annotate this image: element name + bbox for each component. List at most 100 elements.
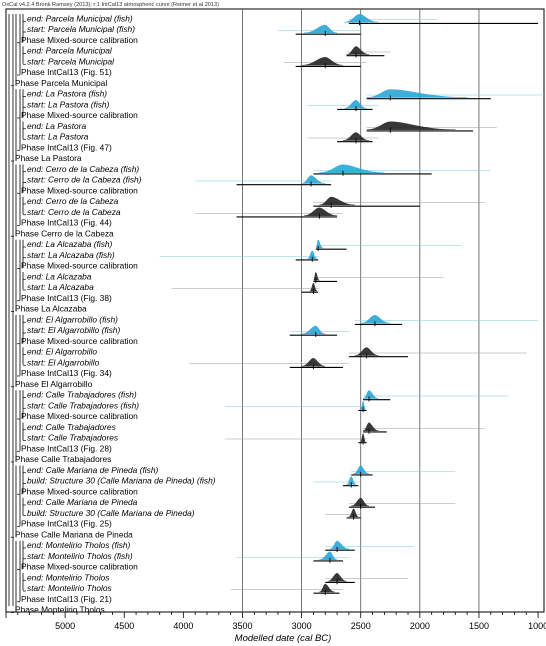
phase-label: Phase Mixed-source calibration <box>21 486 138 496</box>
phase-label: Phase Cerro de la Cabeza <box>15 228 114 238</box>
x-axis-label: Modelled date (cal BC) <box>235 633 332 644</box>
posterior-distribution <box>360 433 366 442</box>
x-tick-label: 3000 <box>292 621 312 631</box>
phase-label: Phase Calle Mariana de Pineda <box>15 529 133 539</box>
event-label: end: Montelirio Tholos (fish) <box>27 540 131 550</box>
phase-brackets <box>8 14 24 612</box>
posterior-distribution <box>307 250 318 259</box>
x-tick-label: 4500 <box>114 621 134 631</box>
posterior-distribution <box>353 465 370 474</box>
posterior-distribution <box>319 164 385 173</box>
phase-label: Phase La Pastora <box>15 153 82 163</box>
event-label: start: Montelirio Tholos (fish) <box>27 551 133 561</box>
phase-label: Phase IntCal13 (Fig. 28) <box>21 443 112 453</box>
event-label: start: Parcela Municipal (fish) <box>27 24 135 34</box>
event-label: end: Calle Trabajadores <box>27 422 117 432</box>
chart-header: OxCal v4.2.4 Bronk Ramsey (2013); r:1 In… <box>2 2 219 8</box>
phase-label: Phase IntCal13 (Fig. 47) <box>21 142 112 152</box>
x-tick-label: 2500 <box>351 621 371 631</box>
phase-label: Phase IntCal13 (Fig. 44) <box>21 218 112 228</box>
event-label: start: Calle Trabajadores <box>27 433 119 443</box>
event-label: end: Parcela Municipal <box>27 46 113 56</box>
posterior-distribution <box>360 315 391 324</box>
x-axis: 5000 4500 4000 3500 3000 2500 2000 1500 1000 <box>5 612 546 631</box>
plot-frame <box>5 8 545 613</box>
posterior-distribution <box>360 401 366 410</box>
event-label: build: Structure 30 (Calle Mariana de Pi… <box>27 476 216 486</box>
posterior-distribution <box>327 573 347 582</box>
event-label: start: La Alcazaba (fish) <box>27 250 115 260</box>
posterior-distribution <box>363 422 379 431</box>
posterior-distribution <box>315 239 323 249</box>
phase-label: Phase IntCal13 (Fig. 25) <box>21 519 112 529</box>
posterior-distribution <box>354 347 379 356</box>
event-label: end: Cerro de la Cabeza (fish) <box>27 164 139 174</box>
event-label: start: La Pastora (fish) <box>27 99 110 109</box>
posterior-distribution <box>303 207 338 216</box>
phase-label: Phase La Alcazaba <box>15 304 87 314</box>
posterior-distribution <box>301 358 326 367</box>
event-label: end: Calle Mariana de Pineda <box>27 497 138 507</box>
x-tick-label: 1500 <box>469 621 489 631</box>
plot-border <box>5 8 545 613</box>
event-label: build: Structure 30 (Calle Mariana de Pi… <box>27 508 195 518</box>
event-label: end: Calle Mariana de Pineda (fish) <box>27 465 158 475</box>
phase-label: Phase Mixed-source calibration <box>21 261 138 271</box>
posterior-distribution <box>342 132 370 141</box>
phase-label: Phase Mixed-source calibration <box>21 562 138 572</box>
phase-label: Phase IntCal13 (Fig. 34) <box>21 368 112 378</box>
phase-label: Phase Mixed-source calibration <box>21 110 138 120</box>
event-label: end: Parcela Municipal (fish) <box>27 13 133 23</box>
posterior-distribution <box>366 121 456 130</box>
event-label: start: Parcela Municipal <box>27 56 115 66</box>
event-label: end: Cerro de la Cabeza <box>27 196 119 206</box>
event-label: end: Calle Trabajadores (fish) <box>27 390 137 400</box>
x-tick-label: 2000 <box>410 621 430 631</box>
event-label: end: La Alcazaba <box>27 271 92 281</box>
posterior-distribution <box>344 100 367 109</box>
posterior-distribution <box>309 282 318 292</box>
x-tick-label: 5000 <box>55 621 75 631</box>
posterior-distribution <box>301 325 326 335</box>
event-label: start: Cerro de la Cabeza (fish) <box>27 175 142 185</box>
posterior-distribution <box>344 14 379 23</box>
event-label: start: Cerro de la Cabeza <box>27 207 121 217</box>
posterior-distribution <box>363 390 379 399</box>
phase-label: Phase Mixed-source calibration <box>21 336 138 346</box>
event-label: end: Montelirio Tholos <box>27 572 110 582</box>
posterior-distribution <box>319 551 338 560</box>
phase-label: Phase Montelirio Tholos <box>15 605 105 615</box>
posterior-distribution <box>346 476 357 485</box>
posterior-distribution <box>303 24 338 34</box>
event-label: start: El Algarrobillo (fish) <box>27 325 120 335</box>
posterior-distribution <box>351 497 370 507</box>
grid-lines <box>242 9 480 612</box>
phase-label: Phase IntCal13 (Fig. 51) <box>21 67 112 77</box>
posterior-distribution <box>329 540 349 550</box>
event-label: end: La Pastora <box>27 121 86 131</box>
posterior-distribution <box>313 272 320 281</box>
x-tick-label: 4000 <box>173 621 193 631</box>
phase-label: Phase El Algarrobillo <box>15 379 93 389</box>
event-label: start: Montelirio Tholos <box>27 583 113 593</box>
event-label: start: La Alcazaba <box>27 282 94 292</box>
phase-label: Phase Mixed-source calibration <box>21 411 138 421</box>
x-tick-label: 3500 <box>232 621 252 631</box>
posterior-distribution <box>366 89 468 98</box>
distribution-rows: end: Parcela Municipal (fish)start: Parc… <box>11 13 544 615</box>
phase-label: Phase Mixed-source calibration <box>21 35 138 45</box>
posterior-distribution <box>301 175 326 184</box>
posterior-distribution <box>301 57 343 66</box>
posterior-distribution <box>319 196 355 206</box>
phase-label: Phase IntCal13 (Fig. 38) <box>21 293 112 303</box>
posterior-distribution <box>319 583 335 593</box>
phase-label: Phase IntCal13 (Fig. 21) <box>21 594 112 604</box>
event-label: start: Calle Trabajadores (fish) <box>27 400 139 410</box>
event-label: end: El Algarrobillo (fish) <box>27 314 118 324</box>
phase-label: Phase Calle Trabajadores <box>15 454 111 464</box>
event-label: start: La Pastora <box>27 132 89 142</box>
phase-label: Phase Parcela Municipal <box>15 78 107 88</box>
event-label: end: El Algarrobillo <box>27 347 97 357</box>
event-label: end: La Pastora (fish) <box>27 89 107 99</box>
